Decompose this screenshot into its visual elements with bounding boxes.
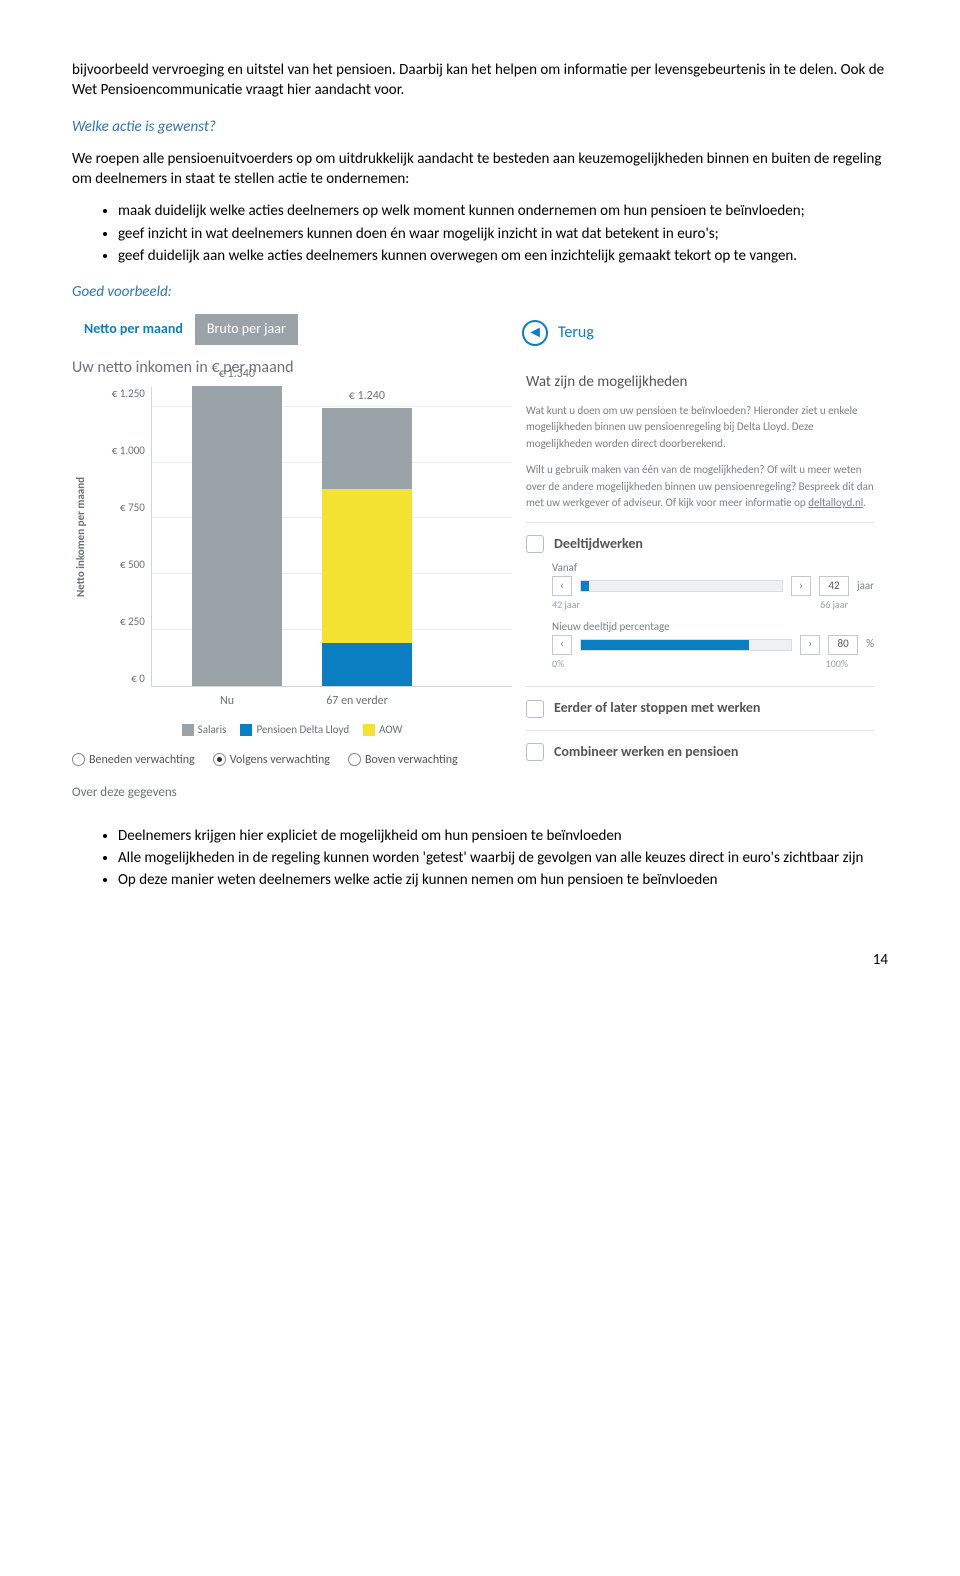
intro-paragraph: bijvoorbeeld vervroeging en uitstel van … <box>72 60 888 101</box>
ytick: € 750 <box>95 501 145 516</box>
slider-percent: ‹ › 80 % <box>552 635 874 655</box>
ytick: € 1.250 <box>95 387 145 402</box>
list-item: geef duidelijk aan welke acties deelneme… <box>118 246 888 266</box>
x-axis-labels: Nu 67 en verder <box>72 693 512 709</box>
page-number: 14 <box>72 950 888 970</box>
checkbox-combineer[interactable] <box>526 743 544 761</box>
options-paragraph-1: Wat kunt u doen om uw pensioen te beïnvl… <box>526 403 874 453</box>
age-value: 42 <box>819 576 849 596</box>
slider-track-percent[interactable] <box>580 639 792 651</box>
over-data-link[interactable]: Over deze gegevens <box>72 784 512 802</box>
radio-icon <box>213 753 226 766</box>
percent-value: 80 <box>828 635 858 655</box>
bar-segment <box>322 643 412 686</box>
checkbox-deeltijd[interactable] <box>526 535 544 553</box>
bullet-list-1: maak duidelijk welke acties deelnemers o… <box>72 201 888 266</box>
chart-legend: Salaris Pensioen Delta Lloyd AOW <box>72 723 512 738</box>
xlabel: Nu <box>182 693 272 709</box>
bar-value-label: € 1.340 <box>219 366 255 382</box>
list-item: Alle mogelijkheden in de regeling kunnen… <box>118 848 888 868</box>
slider-min: 42 jaar <box>552 598 580 612</box>
bar-column: € 1.240 <box>322 388 412 686</box>
list-item: Deelnemers krijgen hier expliciet de mog… <box>118 826 888 846</box>
ytick: € 250 <box>95 615 145 630</box>
increment-button[interactable]: › <box>791 576 811 596</box>
example-screenshot: Netto per maand Bruto per jaar Uw netto … <box>72 314 888 801</box>
bullet-list-2: Deelnemers krijgen hier expliciet de mog… <box>72 826 888 891</box>
tabs: Netto per maand Bruto per jaar <box>72 314 512 345</box>
decrement-button[interactable]: ‹ <box>552 635 572 655</box>
bar-stack <box>322 408 412 686</box>
radio-icon <box>72 753 85 766</box>
expectation-radios: Beneden verwachting Volgens verwachting Bo… <box>72 752 512 768</box>
list-item: geef inzicht in wat deelnemers kunnen do… <box>118 224 888 244</box>
tab-netto[interactable]: Netto per maand <box>72 314 195 345</box>
options-paragraph-2: Wilt u gebruik maken van één van de moge… <box>526 462 874 512</box>
radio-option[interactable]: Beneden verwachting <box>72 752 195 768</box>
vanaf-label: Vanaf <box>552 561 874 576</box>
options-panel: ◄ Terug Wat zijn de mogelijkheden Wat ku… <box>512 314 888 801</box>
option-title: Deeltijdwerken <box>554 535 643 554</box>
slider-track-age[interactable] <box>580 580 783 592</box>
option-deeltijdwerken: Deeltijdwerken Vanaf ‹ › 42 jaar 42 ja <box>526 522 874 687</box>
bar-segment <box>192 386 282 686</box>
paragraph-2: We roepen alle pensioenuitvoerders op om… <box>72 149 888 190</box>
legend-swatch-icon <box>182 724 194 736</box>
back-arrow-icon: ◄ <box>522 320 548 346</box>
age-unit: jaar <box>857 579 874 594</box>
question-heading-1: Welke actie is gewenst? <box>72 117 888 137</box>
slider-max: 66 jaar <box>820 598 848 612</box>
ytick: € 0 <box>95 672 145 687</box>
y-axis-label: Netto inkomen per maand <box>72 387 91 687</box>
option-title: Eerder of later stoppen met werken <box>554 699 760 718</box>
legend-item: AOW <box>363 723 402 738</box>
bar-column: € 1.340 <box>192 366 282 686</box>
slider-max: 100% <box>826 657 848 671</box>
radio-option[interactable]: Volgens verwachting <box>213 752 330 768</box>
decrement-button[interactable]: ‹ <box>552 576 572 596</box>
radio-option[interactable]: Boven verwachting <box>348 752 458 768</box>
bar-segment <box>322 408 412 489</box>
bar-stack <box>192 386 282 686</box>
plot-area: € 1.340€ 1.240 <box>151 387 512 687</box>
radio-icon <box>348 753 361 766</box>
chart-panel: Netto per maand Bruto per jaar Uw netto … <box>72 314 512 801</box>
options-heading: Wat zijn de mogelijkheden <box>526 372 874 392</box>
list-item: Op deze manier weten deelnemers welke ac… <box>118 870 888 890</box>
legend-swatch-icon <box>240 724 252 736</box>
legend-item: Salaris <box>182 723 227 738</box>
tab-bruto[interactable]: Bruto per jaar <box>195 314 298 345</box>
option-combineer: Combineer werken en pensioen <box>526 730 874 774</box>
chart-area: Netto inkomen per maand € 1.250 € 1.000 … <box>72 387 512 687</box>
increment-button[interactable]: › <box>800 635 820 655</box>
percent-unit: % <box>866 637 874 652</box>
back-link[interactable]: ◄ Terug <box>512 314 888 356</box>
deltalloyd-link[interactable]: deltalloyd.nl <box>808 496 863 509</box>
bar-segment <box>322 489 412 643</box>
legend-swatch-icon <box>363 724 375 736</box>
back-label: Terug <box>558 322 594 344</box>
slider-age: ‹ › 42 jaar <box>552 576 874 596</box>
option-title: Combineer werken en pensioen <box>554 743 738 762</box>
ytick: € 500 <box>95 558 145 573</box>
example-heading: Goed voorbeeld: <box>72 282 888 302</box>
slider-min: 0% <box>552 657 564 671</box>
ytick: € 1.000 <box>95 444 145 459</box>
y-axis-ticks: € 1.250 € 1.000 € 750 € 500 € 250 € 0 <box>91 387 151 687</box>
option-eerder-stoppen: Eerder of later stoppen met werken <box>526 686 874 730</box>
legend-item: Pensioen Delta Lloyd <box>240 723 349 738</box>
checkbox-stoppen[interactable] <box>526 700 544 718</box>
xlabel: 67 en verder <box>312 693 402 709</box>
list-item: maak duidelijk welke acties deelnemers o… <box>118 201 888 221</box>
chart-title: Uw netto inkomen in € per maand <box>72 357 512 379</box>
percent-label: Nieuw deeltijd percentage <box>552 620 874 635</box>
bar-value-label: € 1.240 <box>349 388 385 404</box>
